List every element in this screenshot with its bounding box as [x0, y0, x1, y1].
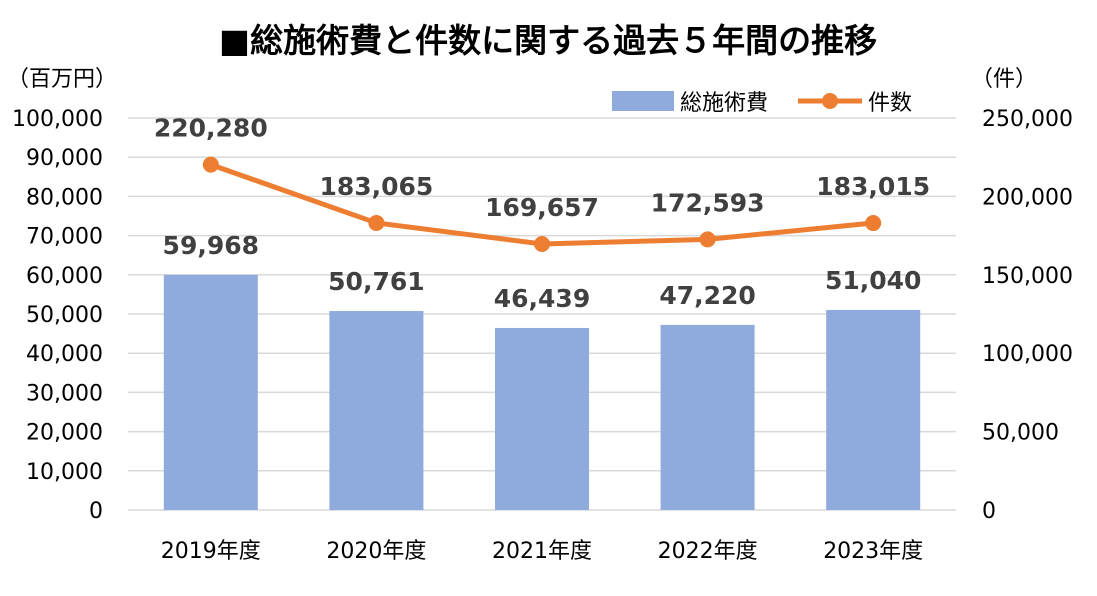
legend-line-marker — [822, 93, 838, 109]
bar-series — [163, 274, 921, 510]
legend-line-label: 件数 — [868, 91, 912, 116]
left-tick-label: 80,000 — [26, 185, 103, 210]
right-tick-label: 50,000 — [982, 421, 1059, 446]
x-tick-label: 2022年度 — [658, 539, 758, 564]
bar-value-label: 51,040 — [825, 266, 921, 295]
right-tick-label: 100,000 — [982, 342, 1073, 367]
bar-value-label: 47,220 — [659, 281, 755, 310]
legend-bar-swatch — [612, 91, 674, 111]
x-tick-label: 2020年度 — [326, 539, 426, 564]
line-value-label: 172,593 — [651, 188, 765, 217]
right-tick-label: 250,000 — [982, 107, 1073, 132]
legend-bar-label: 総施術費 — [680, 91, 768, 116]
left-axis-ticks: 0 10,000 20,000 30,000 40,000 50,000 60,000 70,… — [12, 107, 103, 524]
legend: 総施術費 件数 — [612, 91, 912, 116]
left-tick-label: 90,000 — [26, 146, 103, 171]
bar-value-label: 50,761 — [328, 267, 424, 296]
left-tick-label: 50,000 — [26, 303, 103, 328]
left-axis-label: （百万円） — [7, 67, 117, 92]
bar — [826, 309, 921, 510]
right-tick-label: 150,000 — [982, 264, 1073, 289]
left-tick-label: 10,000 — [26, 460, 103, 485]
x-axis-ticks: 2019年度 2020年度 2021年度 2022年度 2023年度 — [161, 539, 923, 564]
chart-title: ■総施術費と件数に関する過去５年間の推移 — [219, 21, 877, 60]
bar-value-label: 59,968 — [163, 231, 259, 260]
bar — [163, 274, 258, 510]
bar — [495, 327, 589, 510]
right-axis-ticks: 0 50,000 100,000 150,000 200,000 250,000 — [982, 107, 1073, 524]
bar — [660, 324, 755, 510]
x-tick-label: 2019年度 — [161, 539, 261, 564]
right-tick-label: 0 — [982, 499, 996, 524]
line-data-labels: 220,280 183,065 169,657 172,593 183,015 — [154, 114, 930, 222]
left-tick-label: 100,000 — [12, 107, 103, 132]
line-point — [534, 235, 550, 252]
left-tick-label: 60,000 — [26, 264, 103, 289]
line-point — [202, 156, 219, 173]
bar-value-label: 46,439 — [494, 284, 590, 313]
left-tick-label: 40,000 — [26, 342, 103, 367]
line-value-label: 220,280 — [154, 114, 268, 143]
left-tick-label: 70,000 — [26, 225, 103, 250]
line-value-label: 169,657 — [485, 193, 599, 222]
bar-data-labels: 59,968 50,761 46,439 47,220 51,040 — [163, 231, 922, 313]
right-tick-label: 200,000 — [982, 185, 1073, 210]
line-point — [699, 231, 716, 248]
line-point — [865, 215, 882, 232]
x-tick-label: 2021年度 — [492, 539, 592, 564]
x-tick-label: 2023年度 — [823, 539, 923, 564]
left-tick-label: 0 — [89, 499, 103, 524]
left-tick-label: 20,000 — [26, 421, 103, 446]
line-series — [202, 156, 882, 252]
right-axis-label: （件） — [971, 67, 1037, 92]
bar — [329, 311, 424, 510]
line-value-label: 183,065 — [319, 172, 433, 201]
left-tick-label: 30,000 — [26, 381, 103, 406]
line-point — [368, 214, 385, 231]
line-value-label: 183,015 — [816, 172, 930, 201]
